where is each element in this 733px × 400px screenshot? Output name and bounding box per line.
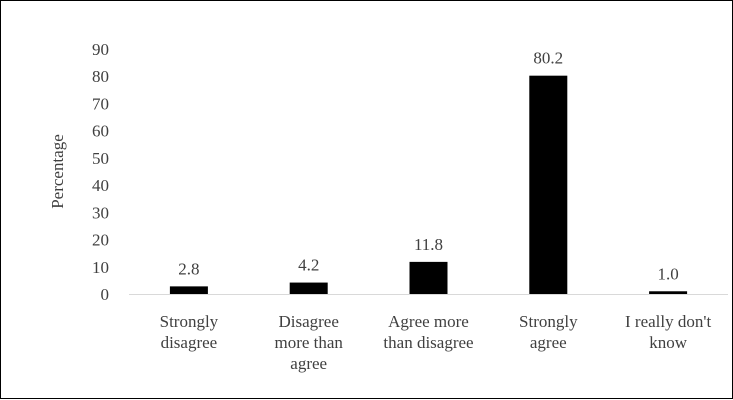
data-label-4: 1.0 [657,264,678,283]
y-tick-label-2: 20 [92,231,109,250]
bars-group [169,75,688,294]
bar-3 [529,75,568,294]
category-label-1: Disagree more than agree [274,312,343,373]
y-tick-label-7: 70 [92,94,109,113]
bar-2 [409,261,448,294]
bar-1 [289,282,328,294]
data-label-3: 80.2 [533,49,563,68]
data-label-1: 4.2 [298,256,319,275]
y-axis-ticks: 0 10 20 30 40 50 60 70 80 90 [92,40,109,304]
category-label-4: I really don't know [625,312,711,352]
y-tick-label-1: 10 [92,258,109,277]
y-tick-label-0: 0 [101,285,110,304]
y-tick-label-8: 80 [92,67,109,86]
data-label-2: 11.8 [414,235,443,254]
y-tick-label-4: 40 [92,176,109,195]
y-axis-label: Percentage [48,134,67,209]
bar-0 [169,286,208,294]
y-tick-label-9: 90 [92,40,109,59]
category-labels-group: Strongly disagree Disagree more than agree Ag… [160,312,712,373]
data-labels-group: 2.8 4.2 11.8 80.2 1.0 [178,49,678,284]
bar-4 [649,291,688,294]
category-label-2: Agree more than disagree [383,312,473,352]
y-tick-label-5: 50 [92,149,109,168]
data-label-0: 2.8 [178,259,199,278]
category-label-0: Strongly disagree [160,312,219,352]
y-tick-label-6: 60 [92,122,109,141]
category-label-3: Strongly agree [519,312,578,352]
y-tick-label-3: 30 [92,203,109,222]
